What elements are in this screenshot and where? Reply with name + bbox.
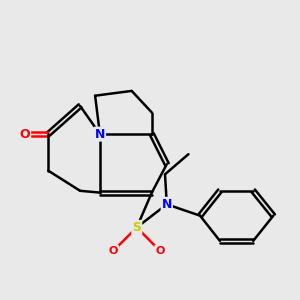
Text: O: O — [20, 128, 30, 141]
Text: S: S — [132, 221, 141, 234]
Text: N: N — [95, 128, 105, 141]
Text: N: N — [162, 198, 172, 211]
Text: O: O — [155, 246, 165, 256]
Text: O: O — [109, 246, 118, 256]
